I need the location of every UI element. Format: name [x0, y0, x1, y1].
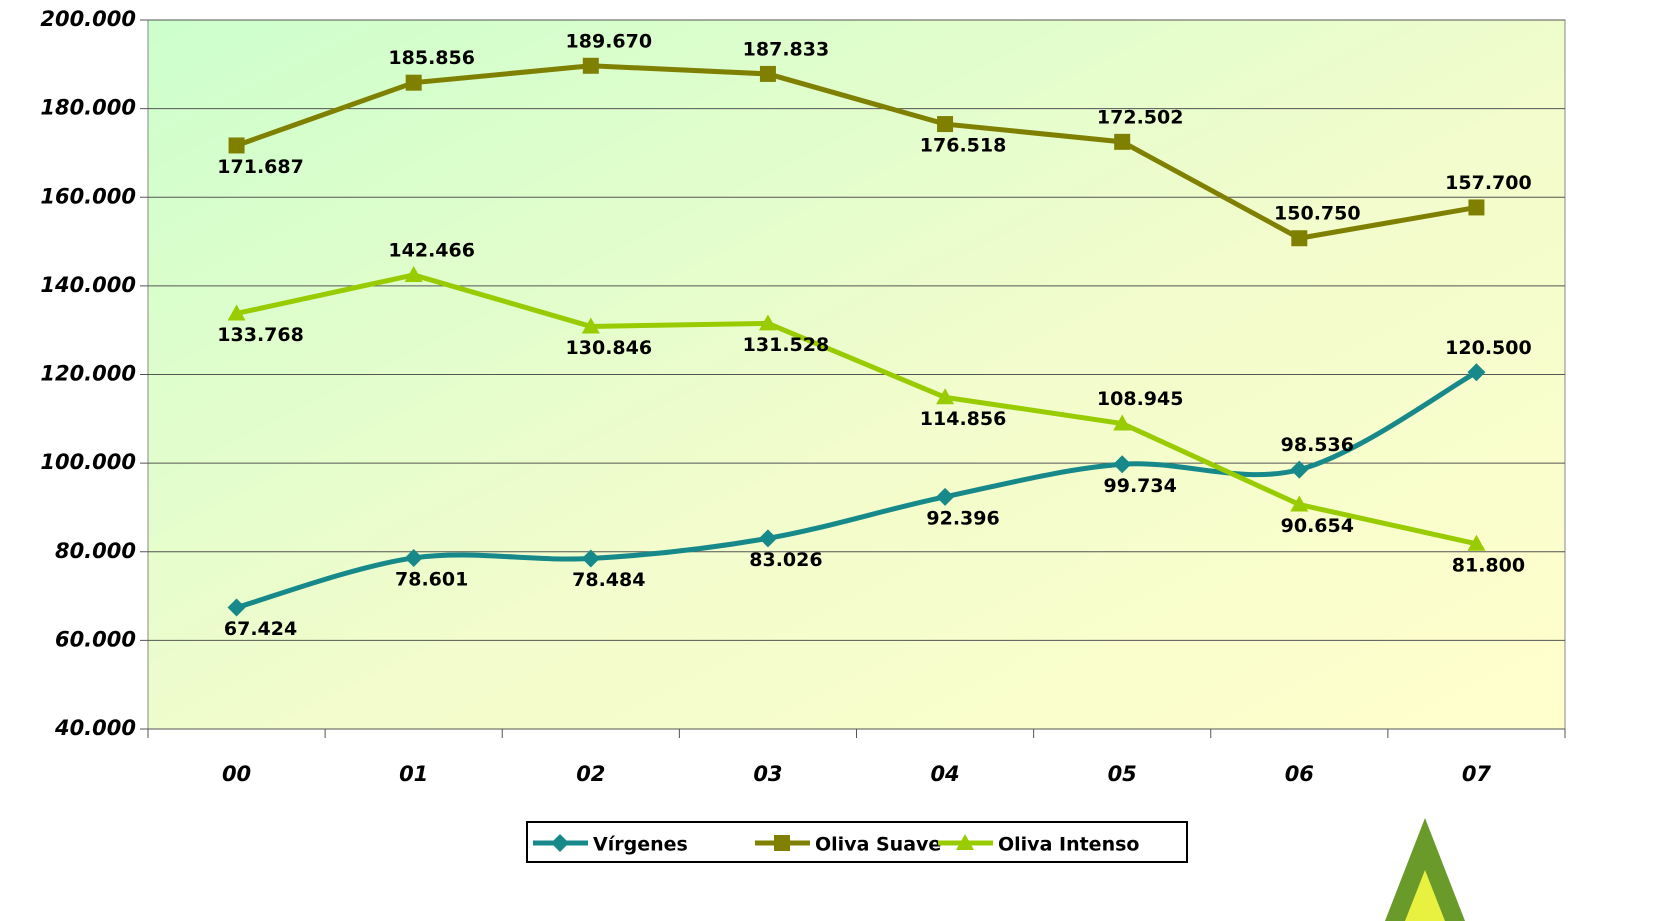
- data-label: 187.833: [743, 38, 830, 60]
- data-label: 114.856: [920, 408, 1007, 430]
- point: [936, 388, 955, 405]
- point: [937, 116, 954, 133]
- point: [227, 598, 246, 617]
- data-label: 189.670: [566, 30, 653, 52]
- point: [1113, 455, 1132, 474]
- y-tick-label: 80.000: [55, 539, 136, 563]
- y-tick-label: 200.000: [40, 7, 136, 31]
- data-label: 120.500: [1445, 337, 1532, 359]
- point: [758, 314, 777, 331]
- data-label: 108.945: [1097, 388, 1184, 410]
- point: [404, 548, 423, 567]
- data-label: 171.687: [217, 156, 304, 178]
- point: [1114, 133, 1131, 150]
- y-tick-label: 140.000: [40, 273, 136, 297]
- series-line: [235, 63, 1477, 241]
- data-label: 131.528: [743, 334, 830, 356]
- point: [228, 137, 245, 154]
- series-line: [235, 370, 1478, 610]
- point: [1467, 534, 1486, 551]
- y-tick-label: 40.000: [54, 716, 136, 740]
- point: [1290, 460, 1309, 479]
- logo: [1385, 818, 1465, 921]
- point: [758, 529, 777, 548]
- point: [1291, 230, 1308, 247]
- data-label: 98.536: [1281, 434, 1354, 456]
- data-label: 83.026: [749, 549, 822, 571]
- x-tick-label: 06: [1285, 762, 1314, 786]
- data-label: 150.750: [1274, 203, 1361, 225]
- data-label: 90.654: [1281, 515, 1354, 537]
- logo-inner: [1405, 870, 1445, 921]
- point: [1467, 363, 1486, 382]
- legend-marker: [774, 835, 790, 851]
- data-label: 185.856: [388, 47, 475, 69]
- data-label: 67.424: [224, 618, 297, 640]
- y-tick-label: 160.000: [40, 184, 136, 208]
- point: [936, 487, 955, 506]
- x-tick-label: 07: [1462, 762, 1492, 786]
- point: [582, 57, 599, 74]
- x-tick-label: 00: [222, 762, 251, 786]
- x-tick-label: 01: [399, 762, 428, 786]
- y-tick-label: 100.000: [40, 450, 136, 474]
- legend-box: [526, 821, 1188, 863]
- legend-label: Oliva Intenso: [998, 834, 1139, 856]
- point: [1290, 495, 1309, 512]
- point: [759, 65, 776, 82]
- data-label: 142.466: [388, 239, 475, 261]
- legend-label: Oliva Suave: [815, 834, 941, 856]
- data-label: 133.768: [217, 324, 304, 346]
- point: [1113, 414, 1132, 431]
- data-label: 78.601: [395, 568, 468, 590]
- x-tick-label: 04: [930, 762, 959, 786]
- data-label: 92.396: [926, 507, 999, 529]
- point: [227, 304, 246, 321]
- data-label: 99.734: [1104, 475, 1177, 497]
- y-tick-label: 120.000: [40, 362, 136, 386]
- data-label: 130.846: [566, 337, 653, 359]
- point: [405, 74, 422, 91]
- point: [404, 265, 423, 282]
- x-tick-label: 05: [1108, 762, 1137, 786]
- data-label: 172.502: [1097, 106, 1184, 128]
- series-line: [236, 272, 1477, 547]
- x-tick-label: 03: [753, 762, 782, 786]
- point: [581, 317, 600, 334]
- x-tick-label: 02: [576, 762, 605, 786]
- y-tick-label: 60.000: [55, 627, 136, 651]
- data-label: 157.700: [1445, 172, 1532, 194]
- data-label: 81.800: [1452, 554, 1525, 576]
- legend-label: Vírgenes: [593, 834, 688, 856]
- data-label: 176.518: [920, 135, 1007, 157]
- legend-marker: [956, 834, 974, 850]
- data-label: 78.484: [572, 569, 645, 591]
- y-tick-label: 180.000: [40, 96, 136, 120]
- legend-marker: [551, 834, 569, 852]
- point: [581, 549, 600, 568]
- point: [1468, 199, 1485, 216]
